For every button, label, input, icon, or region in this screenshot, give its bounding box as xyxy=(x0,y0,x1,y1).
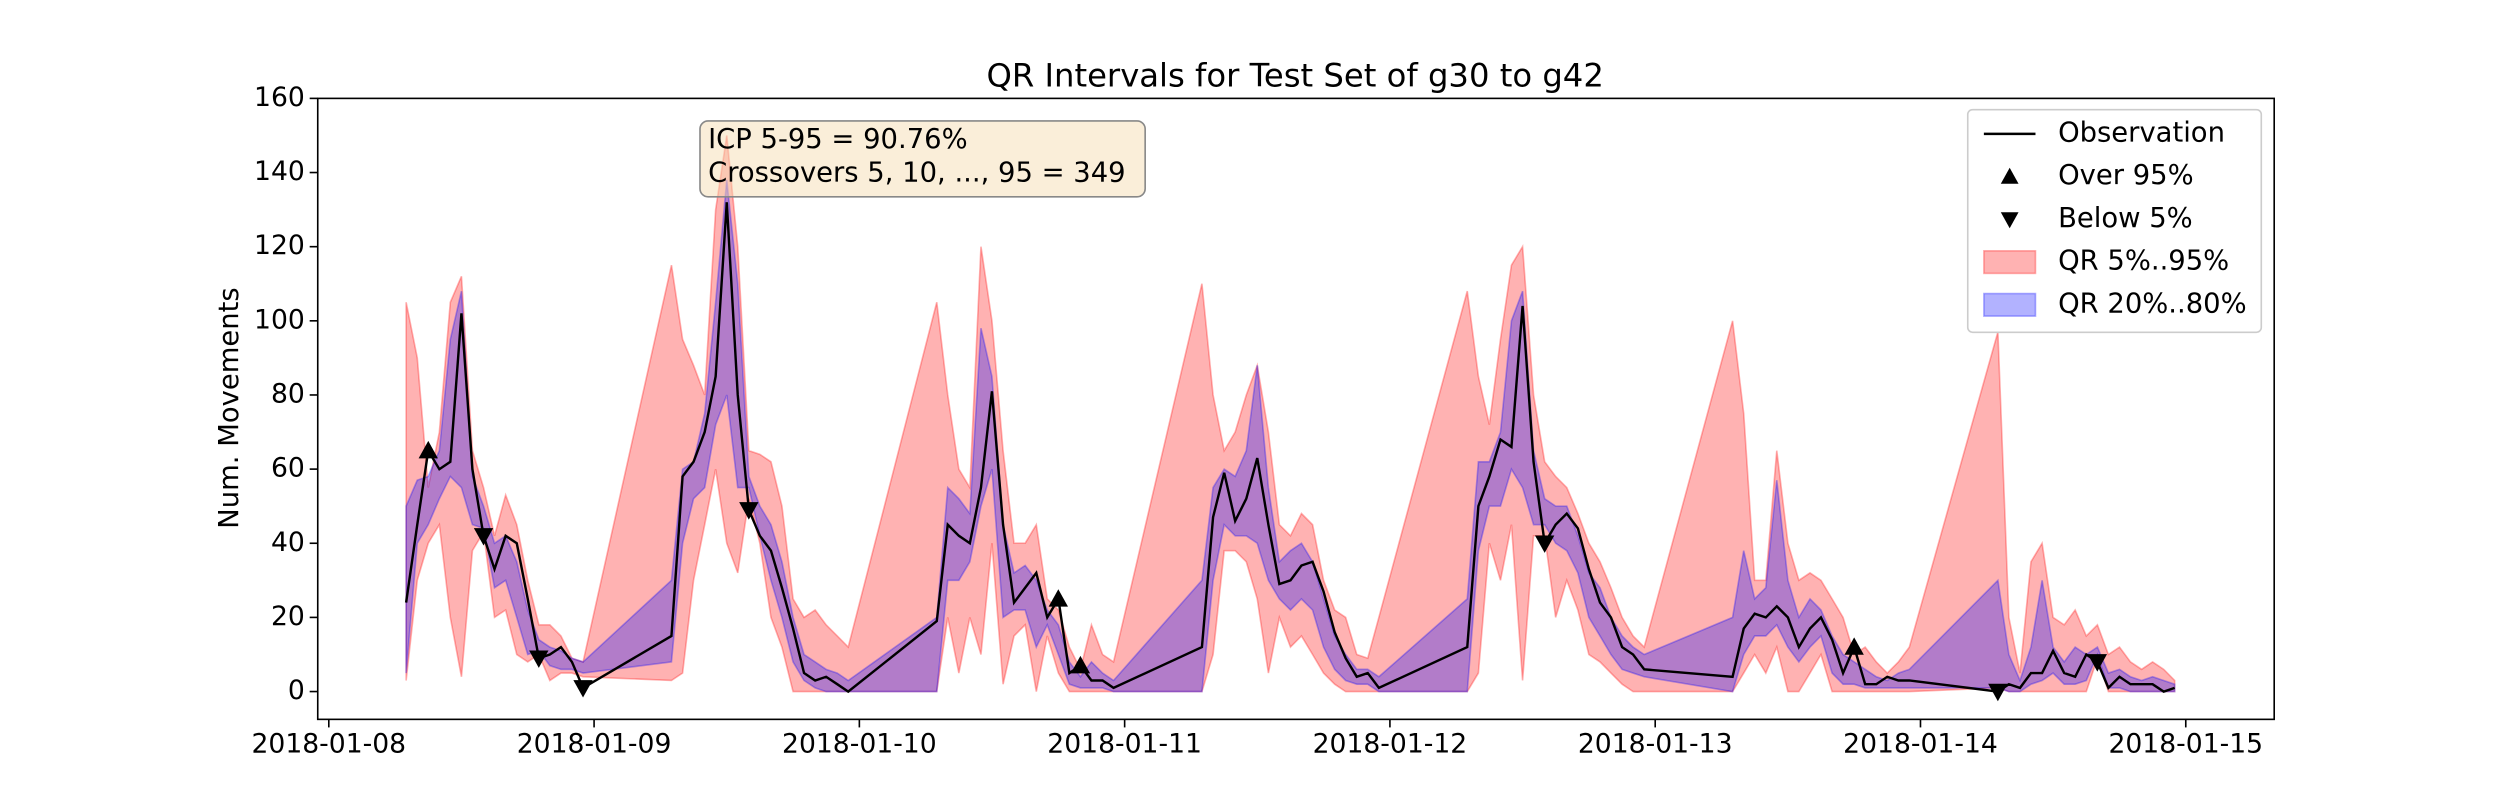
annotation-text: Crossovers 5, 10, ..., 95 = 349 xyxy=(708,158,1126,189)
legend-swatch xyxy=(2000,167,2019,184)
x-tick-label: 2018-01-15 xyxy=(2108,729,2263,760)
x-tick-label: 2018-01-12 xyxy=(1313,729,1468,760)
legend-label: QR 5%..95% xyxy=(2058,246,2229,277)
marker xyxy=(1988,683,2008,702)
legend-swatch xyxy=(1983,249,2037,275)
y-tick-label: 100 xyxy=(254,304,305,335)
marker xyxy=(2087,654,2108,672)
legend-label: Over 95% xyxy=(2058,160,2194,191)
chart-title: QR Intervals for Test Set of g30 to g42 xyxy=(986,56,1603,94)
marker xyxy=(1844,637,1864,655)
x-tick-label: 2018-01-08 xyxy=(251,729,406,760)
y-tick-label: 120 xyxy=(254,230,305,261)
marker xyxy=(1534,535,1555,553)
observation-line xyxy=(404,202,2176,694)
legend-label: QR 20%..80% xyxy=(2058,288,2247,319)
x-tick-label: 2018-01-10 xyxy=(782,729,937,760)
marker xyxy=(1048,589,1068,607)
marker xyxy=(473,528,494,546)
marker xyxy=(1070,655,1091,674)
quantile-band xyxy=(405,135,2176,693)
y-tick-label: 0 xyxy=(288,675,305,706)
legend-swatch xyxy=(1983,292,2037,317)
y-tick-label: 20 xyxy=(271,601,305,632)
legend-box xyxy=(1966,108,2263,334)
annotation-box xyxy=(699,120,1146,198)
y-axis-label: Num. Movements xyxy=(214,287,245,528)
x-tick-label: 2018-01-11 xyxy=(1047,729,1202,760)
x-tick-label: 2018-01-14 xyxy=(1843,729,1998,760)
marker xyxy=(529,650,549,668)
legend-label: Below 5% xyxy=(2058,203,2193,234)
marker xyxy=(418,440,438,459)
marker xyxy=(739,502,759,520)
y-tick-label: 140 xyxy=(254,156,305,187)
legend-swatch xyxy=(2000,212,2019,229)
axes-frame xyxy=(316,97,2275,721)
y-tick-label: 40 xyxy=(271,527,305,558)
marker xyxy=(573,680,593,698)
legend-label: Observation xyxy=(2058,117,2225,148)
y-tick-label: 60 xyxy=(271,453,305,484)
x-tick-label: 2018-01-09 xyxy=(517,729,672,760)
y-tick-label: 160 xyxy=(254,82,305,113)
annotation-text: ICP 5-95 = 90.76% xyxy=(708,124,968,155)
y-tick-label: 80 xyxy=(271,378,305,409)
x-tick-label: 2018-01-13 xyxy=(1578,729,1733,760)
